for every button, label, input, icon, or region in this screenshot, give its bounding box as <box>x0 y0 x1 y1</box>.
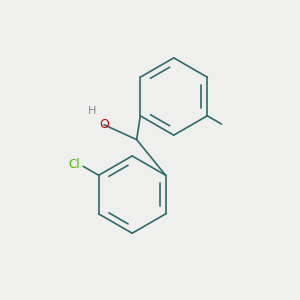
Text: Cl: Cl <box>69 158 80 171</box>
Text: O: O <box>99 118 109 131</box>
Text: H: H <box>88 106 96 116</box>
